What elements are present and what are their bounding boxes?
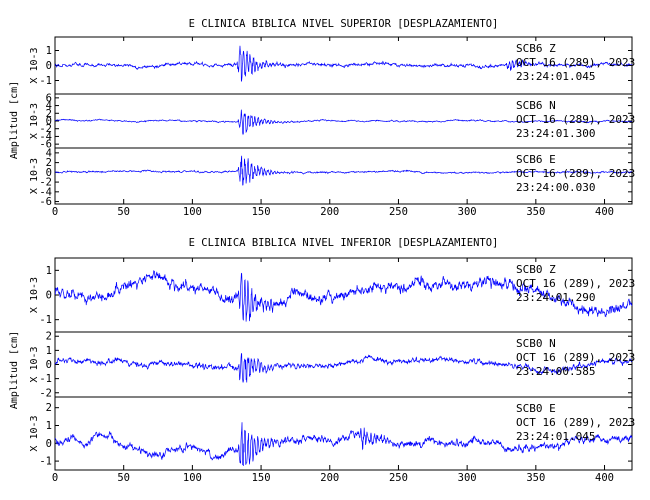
time-label: 23:24:01.300 (516, 127, 595, 140)
y-tick-label: 1 (46, 265, 52, 277)
station-label: SCB6 E (516, 153, 556, 166)
station-label: SCB6 Z (516, 42, 556, 55)
scale-label: X 10-3 (29, 346, 40, 382)
y-axis-label: Amplitud [cm] (9, 81, 20, 159)
x-tick-label: 350 (526, 472, 545, 484)
x-tick-label: 300 (458, 472, 477, 484)
station-label: SCB0 N (516, 337, 556, 350)
x-tick-label: 250 (389, 472, 408, 484)
y-tick-label: 0 (46, 359, 52, 371)
x-tick-label: 350 (526, 206, 545, 218)
y-tick-label: -4 (39, 186, 52, 198)
x-tick-label: 300 (458, 206, 477, 218)
date-label: OCT 16 (289), 2023 (516, 277, 635, 290)
station-label: SCB6 N (516, 99, 556, 112)
y-tick-label: -6 (39, 196, 52, 208)
y-tick-label: 0 (46, 438, 52, 450)
y-tick-label: 4 (46, 100, 52, 112)
y-tick-label: 2 (46, 402, 52, 414)
waveform-trace (54, 155, 633, 186)
date-label: OCT 16 (289), 2023 (516, 167, 635, 180)
y-tick-label: 0 (46, 167, 52, 179)
y-tick-label: 2 (46, 157, 52, 169)
y-tick-label: 1 (46, 45, 52, 57)
waveform-trace (54, 270, 633, 322)
panel-frame (54, 147, 633, 205)
scale-label: X 10-3 (29, 47, 40, 83)
y-tick-label: -6 (39, 139, 52, 151)
scale-label: X 10-3 (29, 103, 40, 139)
y-axis-label: Amplitud [cm] (9, 331, 20, 409)
y-tick-label: 2 (46, 331, 52, 343)
date-label: OCT 16 (289), 2023 (516, 416, 635, 429)
y-tick-label: 0 (46, 116, 52, 128)
panel-frame (54, 396, 633, 471)
x-tick-label: 0 (52, 206, 58, 218)
y-tick-label: 4 (46, 147, 52, 159)
x-tick-label: 100 (183, 206, 202, 218)
date-label: OCT 16 (289), 2023 (516, 351, 635, 364)
chart-title: E CLINICA BIBLICA NIVEL INFERIOR [DESPLA… (189, 237, 499, 249)
y-tick-label: 1 (46, 420, 52, 432)
waveform-trace (55, 109, 633, 136)
time-label: 23:24:01.290 (516, 291, 595, 304)
scale-label: X 10-3 (29, 158, 40, 194)
y-tick-label: -1 (39, 314, 52, 326)
x-tick-label: 400 (595, 472, 614, 484)
time-label: 23:24:01.045 (516, 70, 595, 83)
x-tick-label: 50 (117, 472, 130, 484)
x-tick-label: 200 (320, 472, 339, 484)
y-tick-label: -2 (39, 387, 52, 399)
date-label: OCT 16 (289), 2023 (516, 56, 635, 69)
y-tick-label: 1 (46, 345, 52, 357)
chart-title: E CLINICA BIBLICA NIVEL SUPERIOR [DESPLA… (189, 18, 499, 30)
waveform-trace (54, 45, 633, 82)
x-tick-label: 150 (252, 206, 271, 218)
station-label: SCB0 E (516, 402, 556, 415)
y-tick-label: 2 (46, 108, 52, 120)
y-tick-label: -1 (39, 456, 52, 468)
x-tick-label: 400 (595, 206, 614, 218)
waveform-trace (54, 353, 633, 383)
time-label: 23:24:00.030 (516, 181, 595, 194)
y-tick-label: 6 (46, 92, 52, 104)
y-tick-label: -1 (39, 373, 52, 385)
x-tick-label: 150 (252, 472, 271, 484)
x-tick-label: 200 (320, 206, 339, 218)
x-tick-label: 0 (52, 472, 58, 484)
scale-label: X 10-3 (29, 277, 40, 313)
y-tick-label: -4 (39, 131, 52, 143)
time-label: 23:24:00.585 (516, 365, 595, 378)
time-label: 23:24:01.045 (516, 430, 595, 443)
station-label: SCB0 Z (516, 263, 556, 276)
x-tick-label: 50 (117, 206, 130, 218)
waveform-trace (54, 422, 633, 466)
y-tick-label: -2 (39, 177, 52, 189)
y-tick-label: -1 (39, 75, 52, 87)
x-tick-label: 100 (183, 472, 202, 484)
y-tick-label: 0 (46, 290, 52, 302)
y-tick-label: -2 (39, 123, 52, 135)
date-label: OCT 16 (289), 2023 (516, 113, 635, 126)
x-tick-label: 250 (389, 206, 408, 218)
scale-label: X 10-3 (29, 415, 40, 451)
y-tick-label: 0 (46, 60, 52, 72)
